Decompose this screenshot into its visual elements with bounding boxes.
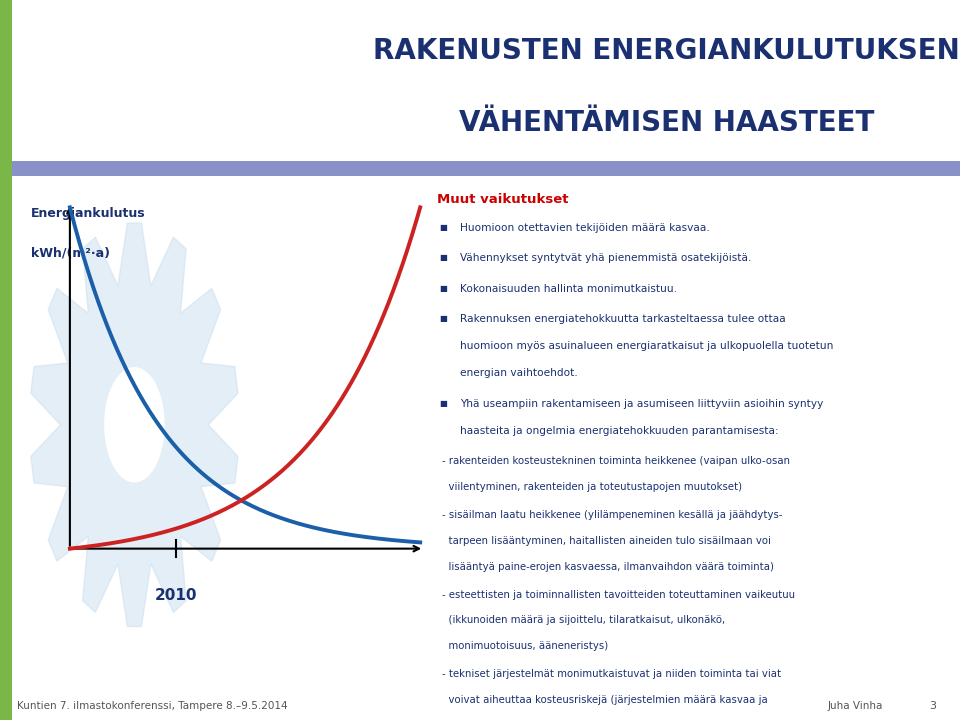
- Text: - esteettisten ja toiminnallisten tavoitteiden toteuttaminen vaikeutuu: - esteettisten ja toiminnallisten tavoit…: [442, 590, 795, 600]
- Text: Rakennuksen energiatehokkuutta tarkasteltaessa tulee ottaa: Rakennuksen energiatehokkuutta tarkastel…: [461, 314, 786, 324]
- Text: (ikkunoiden määrä ja sijoittelu, tilaratkaisut, ulkonäkö,: (ikkunoiden määrä ja sijoittelu, tilarat…: [442, 616, 725, 626]
- Text: Muut vaikutukset: Muut vaikutukset: [437, 193, 568, 206]
- Text: ■: ■: [440, 314, 447, 323]
- Text: Vähennykset syntytvät yhä pienemmistä osatekijöistä.: Vähennykset syntytvät yhä pienemmistä os…: [461, 253, 752, 264]
- Text: tarpeen lisääntyminen, haitallisten aineiden tulo sisäilmaan voi: tarpeen lisääntyminen, haitallisten aine…: [442, 536, 771, 546]
- Text: voivat aiheuttaa kosteusriskejä (järjestelmien määrä kasvaa ja: voivat aiheuttaa kosteusriskejä (järjest…: [442, 695, 768, 705]
- Text: 2010: 2010: [155, 588, 198, 603]
- Text: kWh/(m²·a): kWh/(m²·a): [31, 246, 109, 259]
- Text: RAKENUSTEN ENERGIANKULUTUKSEN: RAKENUSTEN ENERGIANKULUTUKSEN: [372, 37, 960, 65]
- Text: ■: ■: [440, 223, 447, 232]
- Text: ■: ■: [440, 253, 447, 262]
- Text: haasteita ja ongelmia energiatehokkuuden parantamisesta:: haasteita ja ongelmia energiatehokkuuden…: [461, 426, 779, 436]
- Text: Huomioon otettavien tekijöiden määrä kasvaa.: Huomioon otettavien tekijöiden määrä kas…: [461, 223, 710, 233]
- Text: huomioon myös asuinalueen energiaratkaisut ja ulkopuolella tuotetun: huomioon myös asuinalueen energiaratkais…: [461, 341, 833, 351]
- Text: - rakenteiden kosteustekninen toiminta heikkenee (vaipan ulko-osan: - rakenteiden kosteustekninen toiminta h…: [442, 456, 790, 467]
- Text: VÄHENTÄMISEN HAASTEET: VÄHENTÄMISEN HAASTEET: [459, 109, 874, 138]
- Text: monimuotoisuus, ääneneristys): monimuotoisuus, ääneneristys): [442, 642, 609, 651]
- Text: - tekniset järjestelmät monimutkaistuvat ja niiden toiminta tai viat: - tekniset järjestelmät monimutkaistuvat…: [442, 669, 781, 679]
- Text: viilentyminen, rakenteiden ja toteutustapojen muutokset): viilentyminen, rakenteiden ja toteutusta…: [442, 482, 742, 492]
- Text: energian vaihtoehdot.: energian vaihtoehdot.: [461, 369, 578, 379]
- Text: ■: ■: [440, 399, 447, 408]
- Text: ■: ■: [440, 284, 447, 293]
- Text: Juha Vinha: Juha Vinha: [828, 701, 883, 711]
- Polygon shape: [105, 368, 164, 482]
- Text: 3: 3: [929, 701, 936, 711]
- Text: Yhä useampiin rakentamiseen ja asumiseen liittyviin asioihin syntyy: Yhä useampiin rakentamiseen ja asumiseen…: [461, 399, 824, 409]
- Text: lisääntyä paine-erojen kasvaessa, ilmanvaihdon väärä toiminta): lisääntyä paine-erojen kasvaessa, ilmanv…: [442, 562, 774, 572]
- Text: Kuntien 7. ilmastokonferenssi, Tampere 8.–9.5.2014: Kuntien 7. ilmastokonferenssi, Tampere 8…: [17, 701, 288, 711]
- Text: Energiankulutus: Energiankulutus: [31, 207, 145, 220]
- Polygon shape: [31, 223, 238, 626]
- Text: Kokonaisuuden hallinta monimutkaistuu.: Kokonaisuuden hallinta monimutkaistuu.: [461, 284, 678, 294]
- Text: - sisäilman laatu heikkenee (ylilämpeneminen kesällä ja jäähdytys-: - sisäilman laatu heikkenee (ylilämpenem…: [442, 510, 782, 520]
